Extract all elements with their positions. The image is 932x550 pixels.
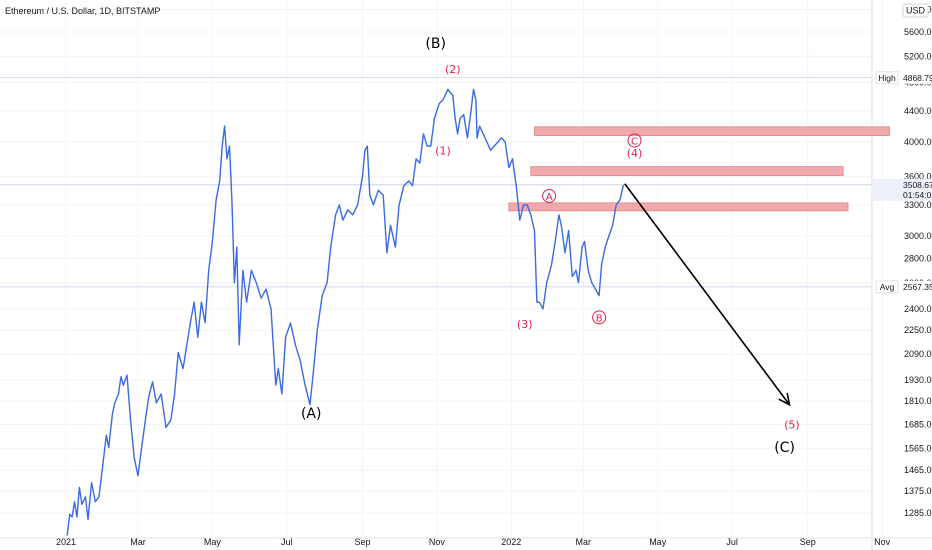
wave-label: (3) bbox=[517, 318, 533, 331]
arrow-head bbox=[778, 392, 791, 407]
x-tick-label: Sep bbox=[800, 537, 816, 547]
price-series bbox=[66, 88, 625, 536]
resistance-zones bbox=[508, 126, 890, 212]
price-tag-box bbox=[875, 71, 899, 85]
y-tick-label: 1465.00 bbox=[904, 465, 932, 475]
price-label-countdown: 01:54:03 bbox=[903, 190, 932, 200]
x-tick-label: Jul bbox=[726, 537, 738, 547]
y-tick-label: 2090.00 bbox=[904, 349, 932, 359]
wave-label: (C) bbox=[774, 440, 795, 456]
currency-label: USD bbox=[906, 6, 926, 16]
x-axis: 2021 Mar May Jul Sep Nov 2022 Mar May Jul Sep Nov bbox=[56, 537, 891, 547]
y-tick-label: 2800.00 bbox=[904, 254, 932, 264]
y-tick-label: 1685.00 bbox=[904, 419, 932, 429]
price-label-box bbox=[873, 178, 931, 201]
x-tick-label: 2022 bbox=[501, 537, 521, 547]
x-tick-label: May bbox=[649, 537, 667, 547]
price-tag-box bbox=[875, 280, 899, 294]
y-tick-label: 2250.00 bbox=[904, 325, 932, 335]
y-tick-label: 3600.00 bbox=[904, 171, 932, 181]
price-label-value: 3508.67 bbox=[903, 180, 932, 190]
y-tick-label: 2400.00 bbox=[904, 304, 932, 314]
resistance-zone bbox=[530, 166, 844, 176]
wave-label: A bbox=[546, 192, 553, 203]
currency-button[interactable]: USD bbox=[902, 3, 929, 18]
price-tag: Avg bbox=[880, 282, 895, 292]
wave-label-circle bbox=[592, 310, 607, 325]
price-tag: High bbox=[878, 73, 896, 83]
resistance-zone bbox=[534, 126, 890, 136]
wave-label: (5) bbox=[784, 418, 800, 431]
wave-label: (2) bbox=[445, 63, 461, 76]
x-tick-label: Mar bbox=[130, 537, 146, 547]
chart-title: Ethereum / U.S. Dollar, 1D, BITSTAMP bbox=[5, 6, 160, 16]
price-line bbox=[66, 88, 625, 536]
x-tick-label: Mar bbox=[576, 537, 592, 547]
wave-annotations: (B) (A) (C) (2) (1) (3) (4) (5) A B C bbox=[301, 36, 800, 456]
y-tick-label: 5600.00 bbox=[904, 27, 932, 37]
y-tick-label: 3000.00 bbox=[904, 231, 932, 241]
wave-label: (4) bbox=[627, 147, 643, 160]
arrow-shaft bbox=[624, 183, 791, 406]
resistance-zone bbox=[508, 202, 849, 212]
wave-label: B bbox=[596, 313, 603, 324]
y-tick-label: 4000.00 bbox=[904, 137, 932, 147]
x-tick-label: Nov bbox=[429, 537, 446, 547]
wave-label: C bbox=[631, 136, 638, 147]
x-tick-label: Jul bbox=[281, 537, 293, 547]
wave-label-circle bbox=[542, 188, 557, 203]
y-tick-label: 1930.00 bbox=[904, 375, 932, 385]
x-tick-label: May bbox=[204, 537, 222, 547]
y-tick-label: 1285.00 bbox=[904, 508, 932, 518]
x-tick-label: 2021 bbox=[56, 537, 76, 547]
y-tick-label: 4400.00 bbox=[904, 106, 932, 116]
x-tick-label: Sep bbox=[354, 537, 370, 547]
wave-label: (A) bbox=[301, 406, 322, 422]
y-tick-label: 1565.00 bbox=[904, 444, 932, 454]
y-tick-label: 3300.00 bbox=[904, 200, 932, 210]
reference-lines bbox=[0, 77, 872, 288]
projection-arrow bbox=[624, 183, 791, 407]
price-label-value: 4868.79 bbox=[903, 73, 932, 83]
price-label-value: 2567.35 bbox=[903, 282, 932, 292]
wave-label: (1) bbox=[435, 144, 451, 157]
x-tick-label: Nov bbox=[874, 537, 891, 547]
wave-label: (B) bbox=[425, 36, 446, 52]
y-tick-label: 1375.00 bbox=[904, 486, 932, 496]
y-tick-label: 5200.00 bbox=[904, 51, 932, 61]
y-tick-label: 1810.00 bbox=[904, 396, 932, 406]
wave-label-circle bbox=[627, 133, 642, 148]
